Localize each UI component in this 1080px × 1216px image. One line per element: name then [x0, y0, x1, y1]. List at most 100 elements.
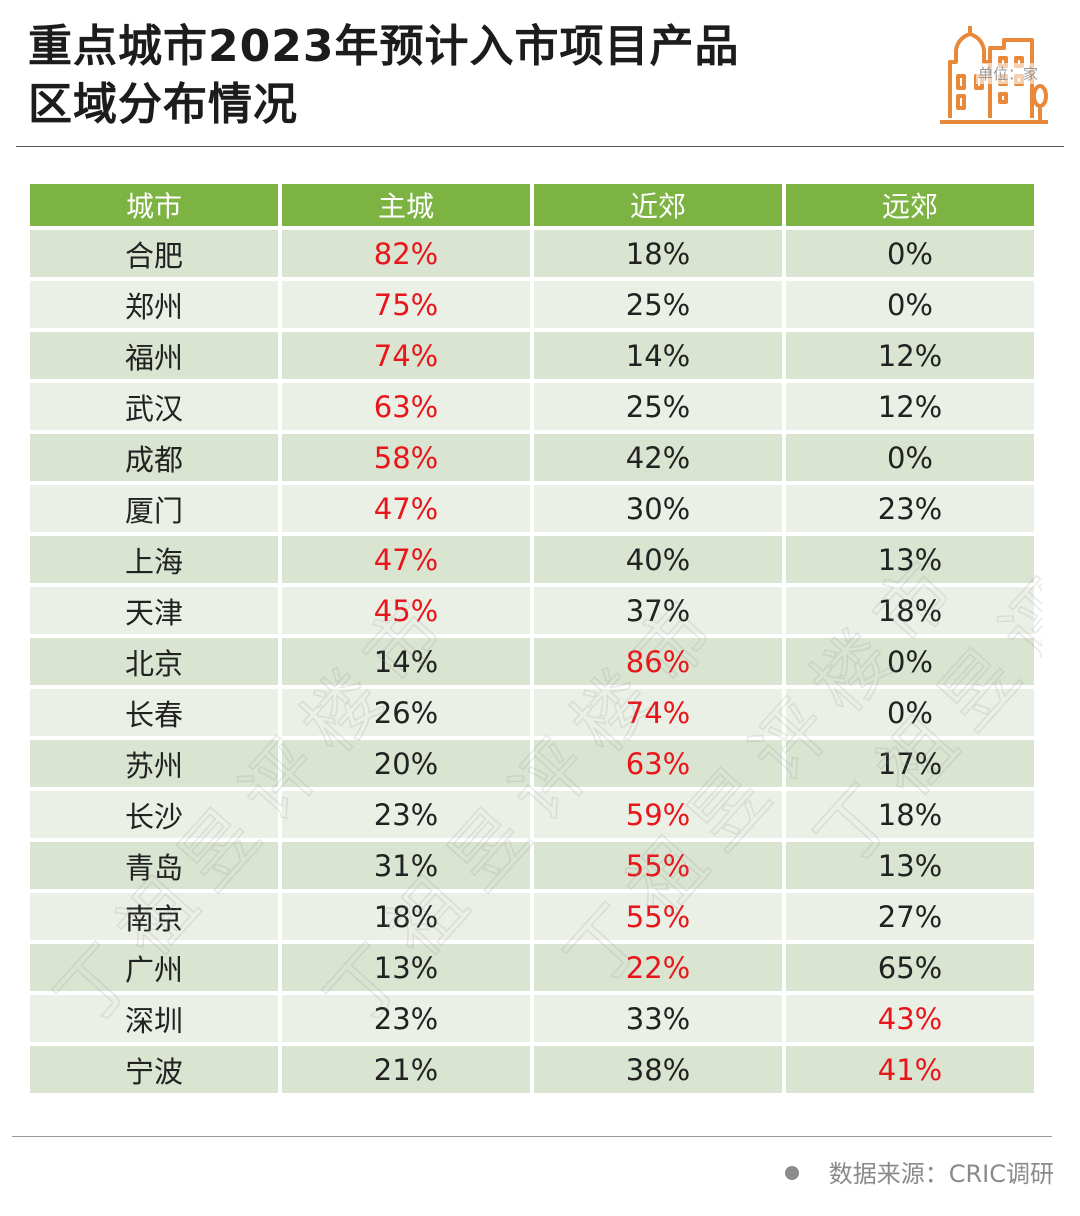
value-cell: 65%	[786, 944, 1034, 991]
value-cell: 55%	[534, 893, 782, 940]
city-cell: 青岛	[30, 842, 278, 889]
source-text: 数据来源：CRIC调研	[828, 1160, 1054, 1188]
value-cell: 0%	[786, 281, 1034, 328]
value-cell: 74%	[282, 332, 530, 379]
value-cell: 55%	[534, 842, 782, 889]
value-cell: 30%	[534, 485, 782, 532]
value-cell: 13%	[786, 842, 1034, 889]
value-cell: 0%	[786, 434, 1034, 481]
table-header-row: 城市 主城 近郊 远郊	[30, 184, 1034, 226]
table-row: 合肥 82% 18% 0%	[30, 230, 1034, 277]
city-cell: 福州	[30, 332, 278, 379]
bullet-icon	[784, 1166, 799, 1180]
table-row: 上海 47% 40% 13%	[30, 536, 1034, 583]
chart-title: 重点城市2023年预计入市项目产品 区域分布情况	[28, 18, 888, 134]
value-cell: 13%	[786, 536, 1034, 583]
city-cell: 郑州	[30, 281, 278, 328]
value-cell: 59%	[534, 791, 782, 838]
value-cell: 13%	[282, 944, 530, 991]
value-cell: 43%	[786, 995, 1034, 1042]
city-cell: 苏州	[30, 740, 278, 787]
city-cell: 北京	[30, 638, 278, 685]
table-row: 北京 14% 86% 0%	[30, 638, 1034, 685]
value-cell: 14%	[282, 638, 530, 685]
city-cell: 广州	[30, 944, 278, 991]
city-cell: 合肥	[30, 230, 278, 277]
value-cell: 37%	[534, 587, 782, 634]
value-cell: 25%	[534, 281, 782, 328]
value-cell: 18%	[786, 791, 1034, 838]
value-cell: 14%	[534, 332, 782, 379]
value-cell: 23%	[786, 485, 1034, 532]
value-cell: 86%	[534, 638, 782, 685]
value-cell: 40%	[534, 536, 782, 583]
value-cell: 17%	[786, 740, 1034, 787]
table-row: 厦门 47% 30% 23%	[30, 485, 1034, 532]
city-cell: 成都	[30, 434, 278, 481]
value-cell: 26%	[282, 689, 530, 736]
table-row: 天津 45% 37% 18%	[30, 587, 1034, 634]
table-row: 广州 13% 22% 65%	[30, 944, 1034, 991]
source-note: 数据来源：CRIC调研	[784, 1154, 1054, 1189]
column-header: 远郊	[786, 184, 1034, 226]
value-cell: 0%	[786, 638, 1034, 685]
table-row: 青岛 31% 55% 13%	[30, 842, 1034, 889]
value-cell: 12%	[786, 332, 1034, 379]
value-cell: 47%	[282, 485, 530, 532]
city-cell: 厦门	[30, 485, 278, 532]
value-cell: 63%	[282, 383, 530, 430]
value-cell: 38%	[534, 1046, 782, 1093]
table-row: 武汉 63% 25% 12%	[30, 383, 1034, 430]
value-cell: 27%	[786, 893, 1034, 940]
column-header: 近郊	[534, 184, 782, 226]
footer-divider	[12, 1136, 1052, 1137]
table-row: 成都 58% 42% 0%	[30, 434, 1034, 481]
title-divider	[16, 146, 1064, 147]
value-cell: 31%	[282, 842, 530, 889]
city-cell: 天津	[30, 587, 278, 634]
unit-label: 单位：家	[976, 63, 1041, 84]
value-cell: 18%	[534, 230, 782, 277]
value-cell: 12%	[786, 383, 1034, 430]
value-cell: 33%	[534, 995, 782, 1042]
value-cell: 47%	[282, 536, 530, 583]
city-cell: 上海	[30, 536, 278, 583]
value-cell: 18%	[282, 893, 530, 940]
value-cell: 63%	[534, 740, 782, 787]
city-cell: 深圳	[30, 995, 278, 1042]
city-cell: 宁波	[30, 1046, 278, 1093]
value-cell: 22%	[534, 944, 782, 991]
value-cell: 0%	[786, 689, 1034, 736]
table-row: 长春 26% 74% 0%	[30, 689, 1034, 736]
title-line-2: 区域分布情况	[28, 79, 298, 130]
table-row: 南京 18% 55% 27%	[30, 893, 1034, 940]
city-cell: 长春	[30, 689, 278, 736]
city-cell: 长沙	[30, 791, 278, 838]
table-body: 合肥 82% 18% 0% 郑州 75% 25% 0% 福州 74% 14% 12% 武汉 63% 25% 1…	[30, 230, 1034, 1093]
value-cell: 42%	[534, 434, 782, 481]
value-cell: 82%	[282, 230, 530, 277]
value-cell: 20%	[282, 740, 530, 787]
value-cell: 58%	[282, 434, 530, 481]
city-cell: 武汉	[30, 383, 278, 430]
value-cell: 18%	[786, 587, 1034, 634]
value-cell: 41%	[786, 1046, 1034, 1093]
value-cell: 23%	[282, 995, 530, 1042]
table-row: 宁波 21% 38% 41%	[30, 1046, 1034, 1093]
value-cell: 0%	[786, 230, 1034, 277]
value-cell: 45%	[282, 587, 530, 634]
value-cell: 74%	[534, 689, 782, 736]
table-row: 福州 74% 14% 12%	[30, 332, 1034, 379]
value-cell: 23%	[282, 791, 530, 838]
value-cell: 75%	[282, 281, 530, 328]
table-row: 郑州 75% 25% 0%	[30, 281, 1034, 328]
table-row: 苏州 20% 63% 17%	[30, 740, 1034, 787]
value-cell: 25%	[534, 383, 782, 430]
table-row: 深圳 23% 33% 43%	[30, 995, 1034, 1042]
title-line-1: 重点城市2023年预计入市项目产品	[28, 21, 740, 72]
table-row: 长沙 23% 59% 18%	[30, 791, 1034, 838]
column-header: 城市	[30, 184, 278, 226]
value-cell: 21%	[282, 1046, 530, 1093]
data-table: 城市 主城 近郊 远郊 合肥 82% 18% 0% 郑州 75% 25% 0% 福州 74% 14% 12%…	[26, 180, 1038, 1097]
column-header: 主城	[282, 184, 530, 226]
